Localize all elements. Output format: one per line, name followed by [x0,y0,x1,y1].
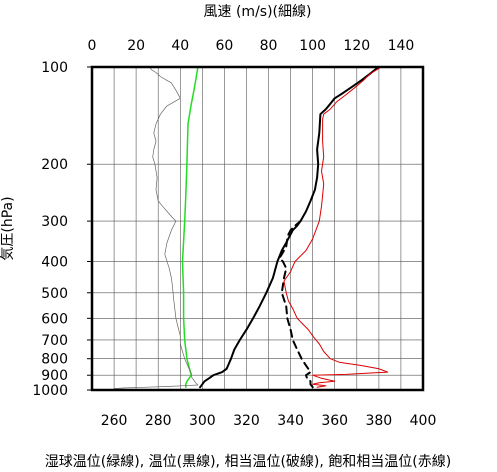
y-tick-label: 100 [41,60,68,76]
series-line-0 [181,66,199,388]
y-tick-label: 200 [41,157,68,173]
series-line-2 [278,220,314,389]
bottom-tick-label: 340 [277,413,304,429]
bottom-tick-label: 280 [145,413,172,429]
top-tick-label: 140 [388,38,415,54]
y-tick-label: 300 [41,214,68,230]
top-tick-label: 60 [215,38,233,54]
bottom-tick-label: 360 [321,413,348,429]
top-tick-label: 100 [299,38,326,54]
top-axis-label: 風速 (m/s)(細線) [204,4,312,20]
top-tick-labels: 0 20 40 60 80 100 120 140 [88,38,415,54]
bottom-tick-labels: 260 280 300 320 340 360 380 400 [101,413,437,429]
y-tick-label: 600 [41,311,68,327]
y-tick-label: 900 [41,368,68,384]
y-tick-label: 800 [41,352,68,368]
bottom-tick-label: 300 [189,413,216,429]
top-tick-label: 0 [88,38,97,54]
bottom-tick-label: 400 [410,413,437,429]
top-tick-label: 40 [171,38,189,54]
y-tick-label: 700 [41,333,68,349]
bottom-axis-label: 湿球温位(緑線), 温位(黒線), 相当温位(破線), 飽和相当温位(赤線) [45,453,451,470]
series-group [113,66,389,389]
y-tick-label: 500 [41,286,68,302]
series-line-1 [199,66,380,389]
bottom-tick-label: 260 [101,413,128,429]
y-tick-label: 1000 [32,383,68,399]
series-line-3 [283,66,389,388]
top-tick-label: 20 [127,38,145,54]
series-line-4 [113,66,199,389]
plot-frame [90,65,425,392]
bottom-tick-label: 380 [365,413,392,429]
top-tick-label: 80 [260,38,278,54]
bottom-tick-label: 320 [233,413,260,429]
y-tick-label: 400 [41,254,68,270]
top-tick-label: 120 [343,38,370,54]
grid-lines [92,67,423,390]
y-axis-label: 気圧(hPa) [0,196,16,260]
